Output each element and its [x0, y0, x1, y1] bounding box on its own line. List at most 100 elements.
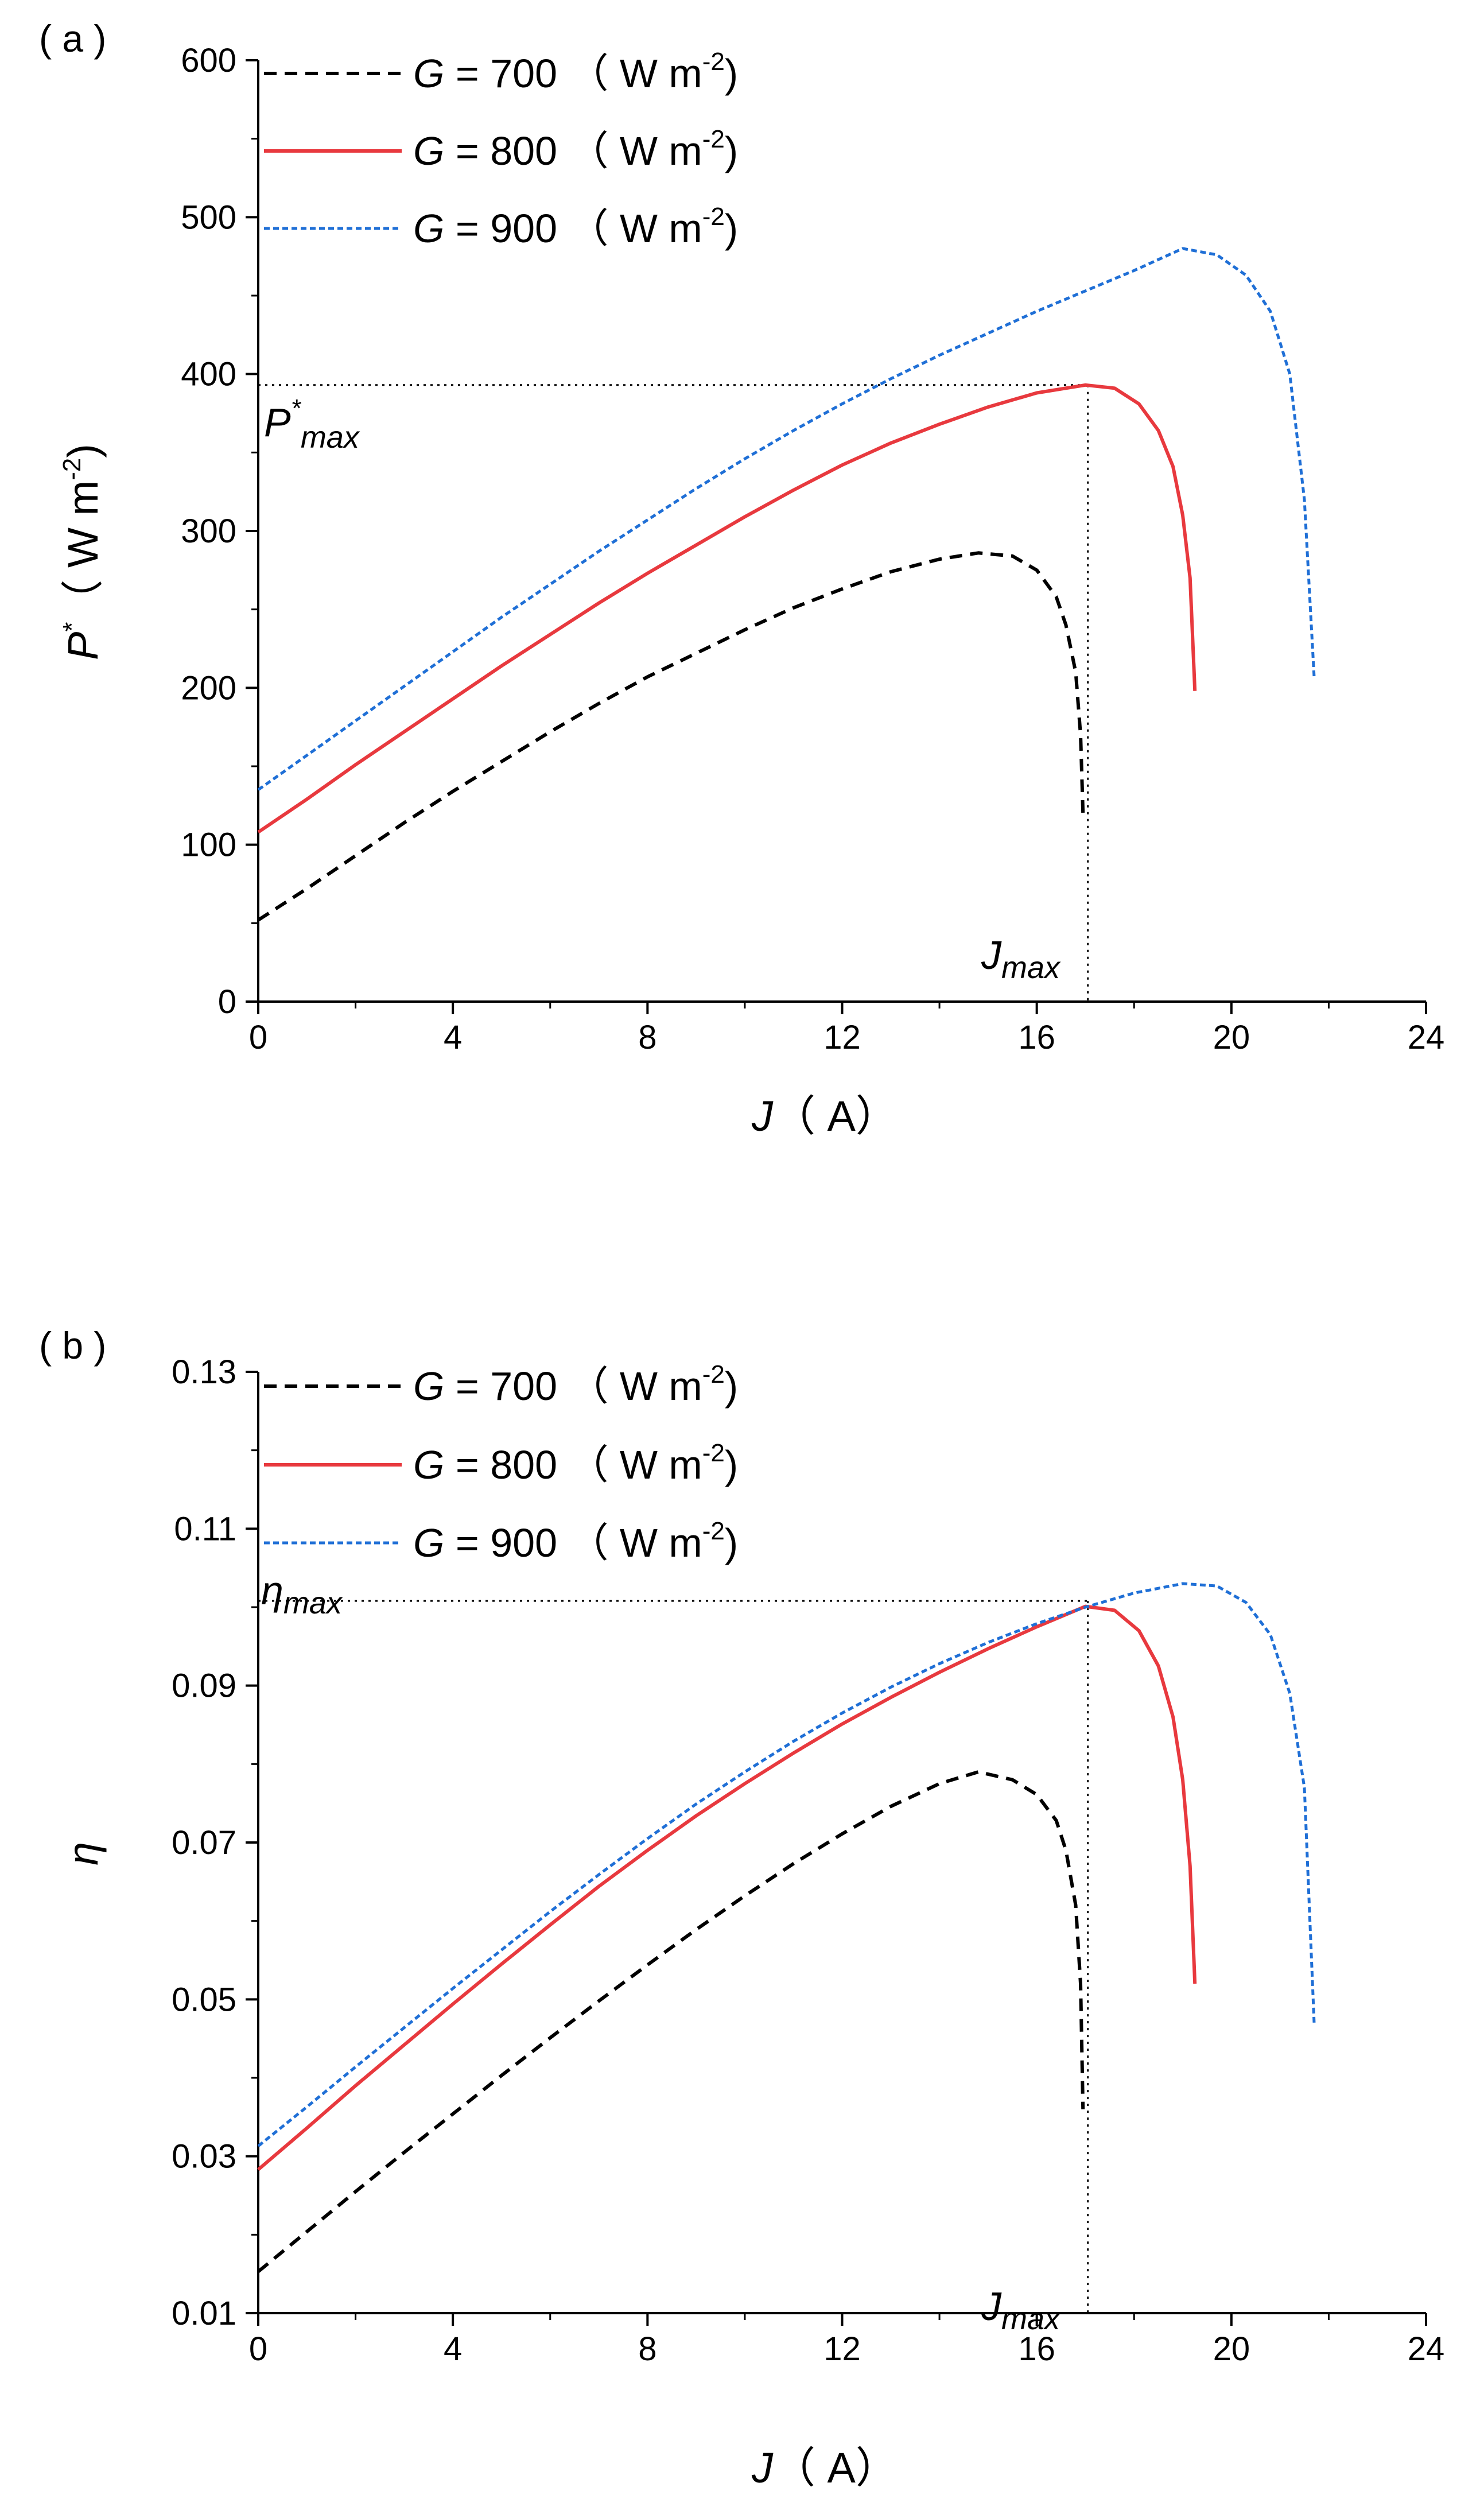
panel-label-a: ( a )	[39, 17, 106, 60]
plot-area-a: 0 4 8 12 16 20 24 0 100 200 300 400 500 600	[181, 42, 1444, 1056]
legend-a-text-800: = 800 （ W m	[444, 129, 702, 173]
y-axis-title-b: η	[59, 1842, 107, 1865]
legend-b-close-700: )	[725, 1364, 738, 1409]
x-title-var-a: J	[751, 1092, 774, 1140]
annotation-jmax-b-var: J	[981, 2284, 1002, 2329]
y-title-unit-sup-a: -2	[58, 458, 86, 480]
y-tick-label-a: 600	[181, 42, 236, 79]
legend-b-text-700: = 700 （ W m	[444, 1364, 702, 1409]
y-axis-title-a: P*（ W m-2)	[58, 444, 107, 660]
legend-a-sup-700: -2	[702, 48, 725, 76]
legend-b-label-900: G = 900 （ W m-2)	[413, 1517, 738, 1565]
y-tick-label-b: 0.09	[172, 1667, 236, 1705]
annotation-jmax-a-sub: max	[1001, 951, 1061, 985]
x-tick-label-b: 12	[823, 2330, 861, 2368]
y-tick-label-a: 100	[181, 827, 236, 864]
x-tick-label-a: 24	[1408, 1019, 1445, 1056]
x-tick-label-a: 20	[1213, 1019, 1250, 1056]
legend-a: G = 700 （ W m-2) G = 800 （ W m-2) G = 90…	[264, 48, 738, 251]
annotation-pmax-var: P	[264, 400, 291, 445]
legend-a-var-900: G	[413, 206, 444, 251]
y-tick-label-b: 0.03	[172, 2138, 236, 2175]
x-tick-label-b: 0	[249, 2330, 267, 2368]
legend-a-item-800: G = 800 （ W m-2)	[264, 125, 738, 173]
annotation-etamax-sub: max	[283, 1586, 343, 1620]
legend-a-item-700: G = 700 （ W m-2)	[264, 48, 738, 96]
series-line-a-0	[257, 551, 1085, 922]
legend-b-text-900: = 900 （ W m	[444, 1520, 702, 1565]
legend-b-label-700: G = 700 （ W m-2)	[413, 1360, 738, 1409]
y-tick-label-b: 0.13	[172, 1353, 236, 1391]
legend-b-text-800: = 800 （ W m	[444, 1442, 702, 1487]
plot-area-b: 0 4 8 12 16 20 24 0.01 0.03 0.05 0.07 0.09 0.11 0.13	[172, 1353, 1444, 2368]
legend-b-label-800: G = 800 （ W m-2)	[413, 1439, 738, 1487]
y-tick-label-a: 300	[181, 513, 236, 550]
x-title-var-b: J	[751, 2444, 774, 2492]
legend-a-label-800: G = 800 （ W m-2)	[413, 125, 738, 173]
legend-b-var-900: G	[413, 1520, 444, 1565]
panel-a: ( a ) 0 4 8 12 16 20 24 0 100 200 300 400 500 600 P*（…	[39, 17, 1444, 1140]
y-tick-label-a: 500	[181, 199, 236, 236]
legend-b-item-800: G = 800 （ W m-2)	[264, 1439, 738, 1487]
x-tick-label-a: 8	[638, 1019, 656, 1056]
y-tick-label-b: 0.11	[174, 1510, 236, 1547]
legend-b-sup-800: -2	[702, 1439, 725, 1467]
y-tick-label-a: 400	[181, 356, 236, 393]
annotation-etamax-var: η	[261, 1568, 283, 1613]
annotation-jmax-b-sub: max	[1001, 2302, 1061, 2336]
legend-a-close-700: )	[725, 51, 738, 96]
y-title-unit-a: （ W m	[59, 480, 107, 622]
legend-a-sup-900: -2	[702, 203, 725, 231]
x-tick-label-a: 16	[1018, 1019, 1055, 1056]
y-tick-label-b: 0.05	[172, 1981, 236, 2018]
panel-label-b: ( b )	[39, 1324, 106, 1367]
x-tick-label-b: 24	[1408, 2330, 1445, 2368]
x-tick-label-b: 4	[444, 2330, 462, 2368]
x-axis-title-b: J（ A）	[751, 2444, 898, 2492]
legend-a-label-900: G = 900 （ W m-2)	[413, 203, 738, 251]
legend-b-item-900: G = 900 （ W m-2)	[264, 1517, 738, 1565]
legend-a-var-700: G	[413, 51, 444, 96]
legend-b-var-800: G	[413, 1442, 444, 1487]
panel-b: ( b ) 0 4 8 12 16 20 24 0.01 0.03 0.05 0.07 0.09 0.1…	[39, 1324, 1444, 2492]
series-line-b-0	[257, 1770, 1085, 2273]
x-tick-label-b: 16	[1018, 2330, 1055, 2368]
series-line-b-2	[257, 1582, 1316, 2147]
x-title-unit-a: （ A）	[773, 1092, 898, 1140]
y-title-unit-close-a: )	[59, 444, 107, 458]
legend-a-label-700: G = 700 （ W m-2)	[413, 48, 738, 96]
annotation-jmax-b: Jmax	[981, 2284, 1061, 2336]
series-line-b-1	[257, 1604, 1197, 2171]
legend-a-close-900: )	[725, 206, 738, 251]
x-tick-label-b: 8	[638, 2330, 656, 2368]
legend-a-sup-800: -2	[702, 125, 725, 153]
annotation-jmax-a: Jmax	[981, 933, 1061, 985]
annotation-jmax-a-var: J	[981, 933, 1002, 977]
legend-b-var-700: G	[413, 1364, 444, 1409]
y-title-var-a: P	[59, 632, 107, 660]
y-tick-label-b: 0.07	[172, 1824, 236, 1861]
series-line-a-1	[257, 383, 1197, 834]
x-axis-title-a: J（ A）	[751, 1092, 898, 1140]
legend-a-item-900: G = 900 （ W m-2)	[264, 203, 738, 251]
legend-b-sup-900: -2	[702, 1517, 725, 1545]
x-tick-label-a: 0	[249, 1019, 267, 1056]
x-title-unit-b: （ A）	[773, 2444, 898, 2492]
legend-a-text-700: = 700 （ W m	[444, 51, 702, 96]
legend-b-item-700: G = 700 （ W m-2)	[264, 1360, 738, 1409]
legend-a-var-800: G	[413, 129, 444, 173]
y-tick-label-a: 0	[218, 983, 236, 1021]
legend-b-sup-700: -2	[702, 1360, 725, 1388]
legend-a-close-800: )	[725, 129, 738, 173]
annotation-pmax-sub: max	[301, 420, 360, 455]
x-tick-label-a: 12	[823, 1019, 861, 1056]
x-tick-label-a: 4	[444, 1019, 462, 1056]
legend-b-close-900: )	[725, 1520, 738, 1565]
series-line-a-2	[257, 247, 1316, 792]
legend-a-text-900: = 900 （ W m	[444, 206, 702, 251]
x-tick-label-b: 20	[1213, 2330, 1250, 2368]
y-tick-label-a: 200	[181, 669, 236, 707]
legend-b-close-800: )	[725, 1442, 738, 1487]
annotation-pmax: P*max	[264, 394, 360, 455]
